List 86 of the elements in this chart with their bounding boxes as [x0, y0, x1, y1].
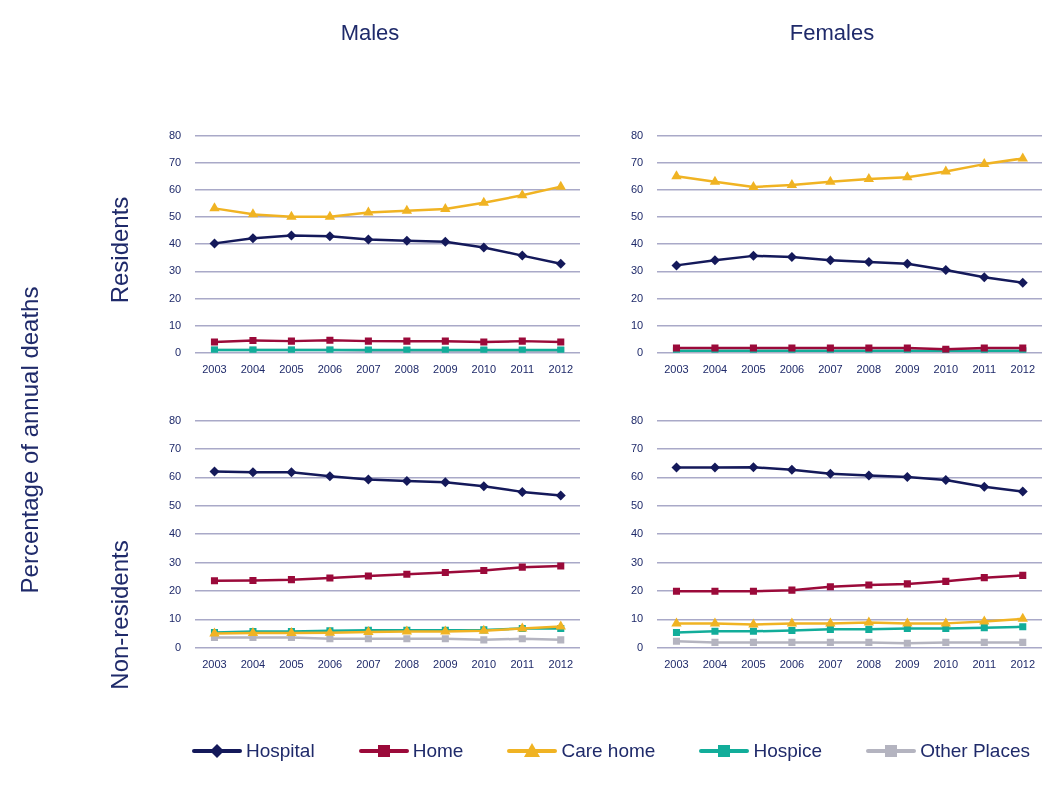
x-tick-label: 2008 — [394, 658, 420, 671]
y-tick-label: 50 — [630, 498, 644, 511]
y-axis-title: Residents — [106, 196, 134, 304]
x-tick-label: 2009 — [895, 363, 920, 376]
y-tick-label: 40 — [168, 527, 182, 540]
x-tick-label: 2004 — [240, 363, 266, 376]
x-tick-label: 2007 — [818, 363, 843, 376]
y-tick-label: 20 — [168, 291, 182, 304]
y-tick-label: 20 — [630, 584, 644, 597]
x-tick-label: 2010 — [933, 363, 959, 376]
x-tick-label: 2005 — [279, 658, 304, 671]
x-tick-label: 2005 — [741, 363, 766, 376]
x-tick-label: 2005 — [741, 658, 766, 671]
y-tick-label: 80 — [630, 413, 644, 426]
y-tick-label: 0 — [175, 640, 182, 653]
x-tick-label: 2004 — [702, 363, 728, 376]
chart-title: Females — [788, 20, 876, 46]
x-tick-label: 2009 — [433, 658, 458, 671]
x-tick-label: 2004 — [702, 658, 728, 671]
x-tick-label: 2008 — [394, 363, 420, 376]
chart-title: Males — [339, 20, 401, 46]
x-tick-label: 2012 — [1010, 658, 1035, 671]
y-tick-label: 40 — [168, 237, 182, 250]
y-tick-label: 70 — [168, 155, 182, 168]
y-tick-label: 30 — [168, 264, 182, 277]
y-tick-label: 80 — [168, 128, 182, 141]
y-tick-label: 60 — [630, 182, 644, 195]
x-tick-label: 2003 — [202, 363, 227, 376]
x-tick-label: 2007 — [818, 658, 843, 671]
y-tick-label: 50 — [168, 498, 182, 511]
y-tick-label: 10 — [168, 612, 182, 625]
y-tick-label: 60 — [168, 470, 182, 483]
y-tick-label: 20 — [630, 291, 644, 304]
text: Percentage of annual deaths — [16, 286, 44, 594]
x-tick-label: 2003 — [202, 658, 227, 671]
x-tick-label: 2010 — [471, 658, 497, 671]
x-tick-label: 2011 — [510, 363, 535, 376]
y-tick-label: 0 — [637, 345, 644, 358]
x-tick-label: 2009 — [895, 658, 920, 671]
y-tick-label: 0 — [175, 345, 182, 358]
x-tick-label: 2007 — [356, 363, 381, 376]
x-tick-label: 2011 — [972, 363, 997, 376]
x-tick-label: 2012 — [548, 363, 573, 376]
legend-label: Home — [412, 740, 464, 762]
x-tick-label: 2006 — [317, 658, 343, 671]
x-tick-label: 2011 — [972, 658, 997, 671]
y-tick-label: 70 — [168, 442, 182, 455]
y-tick-label: 70 — [630, 155, 644, 168]
y-tick-label: 50 — [168, 210, 182, 223]
y-tick-label: 70 — [630, 442, 644, 455]
legend-label: Other Places — [920, 740, 1030, 762]
x-tick-label: 2003 — [664, 363, 689, 376]
y-tick-label: 40 — [630, 237, 644, 250]
y-tick-label: 80 — [168, 413, 182, 426]
y-tick-label: 80 — [630, 128, 644, 141]
legend-label: Care home — [561, 740, 656, 762]
x-tick-label: 2011 — [510, 658, 535, 671]
y-tick-label: 30 — [630, 555, 644, 568]
y-tick-label: 30 — [630, 264, 644, 277]
y-tick-label: 10 — [630, 612, 644, 625]
y-tick-label: 60 — [630, 470, 644, 483]
x-tick-label: 2012 — [548, 658, 573, 671]
x-tick-label: 2009 — [433, 363, 458, 376]
x-tick-label: 2005 — [279, 363, 304, 376]
x-tick-label: 2007 — [356, 658, 381, 671]
x-tick-label: 2006 — [317, 363, 343, 376]
x-tick-label: 2008 — [856, 363, 882, 376]
x-tick-label: 2003 — [664, 658, 689, 671]
y-tick-label: 10 — [168, 318, 182, 331]
y-tick-label: 10 — [630, 318, 644, 331]
x-tick-label: 2012 — [1010, 363, 1035, 376]
x-tick-label: 2010 — [933, 658, 959, 671]
legend-label: Hospice — [753, 740, 823, 762]
x-tick-label: 2006 — [779, 658, 805, 671]
y-tick-label: 0 — [637, 640, 644, 653]
x-tick-label: 2008 — [856, 658, 882, 671]
x-tick-label: 2004 — [240, 658, 266, 671]
legend-label: Hospital — [246, 740, 315, 762]
y-tick-label: 40 — [630, 527, 644, 540]
y-tick-label: 50 — [630, 210, 644, 223]
y-tick-label: 30 — [168, 555, 182, 568]
y-axis-title: Non-residents — [106, 540, 134, 690]
x-tick-label: 2010 — [471, 363, 497, 376]
y-tick-label: 20 — [168, 584, 182, 597]
y-tick-label: 60 — [168, 182, 182, 195]
x-tick-label: 2006 — [779, 363, 805, 376]
